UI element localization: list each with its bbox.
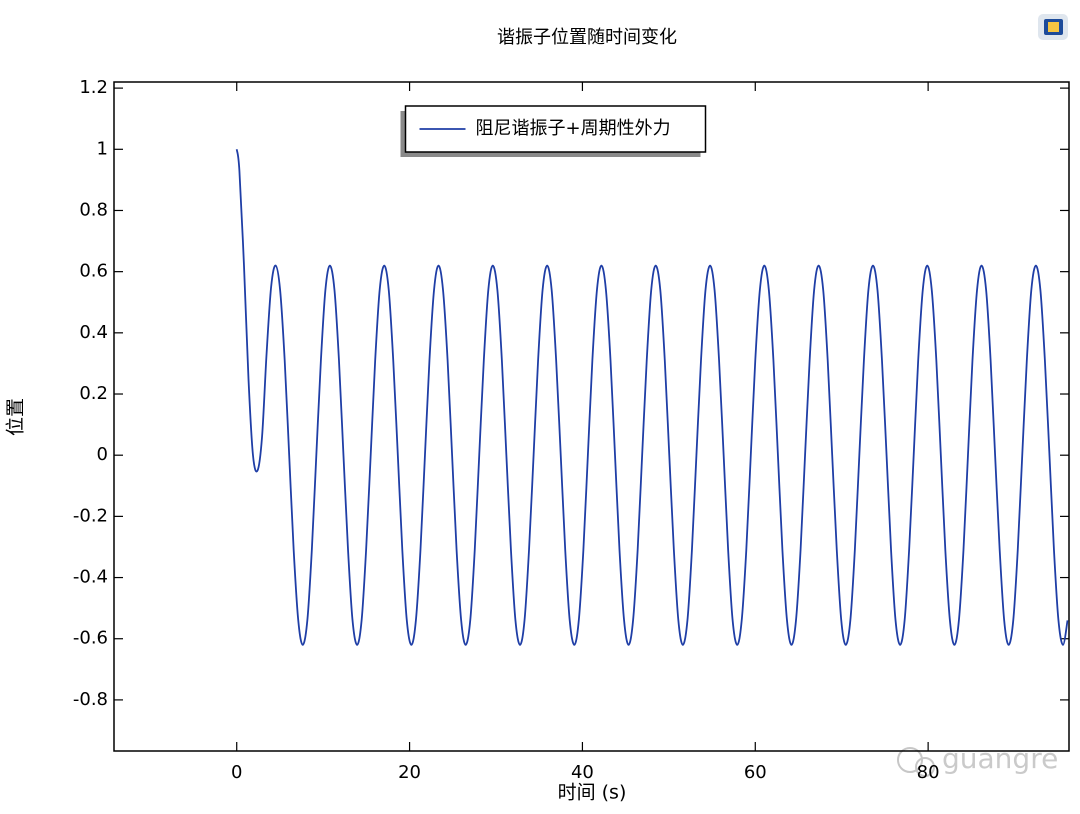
y-tick-label: -0.6 bbox=[73, 628, 108, 649]
y-tick-label: 0.4 bbox=[79, 322, 108, 343]
legend-label: 阻尼谐振子+周期性外力 bbox=[476, 118, 671, 139]
y-tick-label: -0.2 bbox=[73, 505, 108, 526]
x-tick-label: 40 bbox=[571, 762, 594, 783]
watermark-icon bbox=[897, 747, 923, 773]
y-tick-label: -0.8 bbox=[73, 689, 108, 710]
x-tick-label: 80 bbox=[917, 762, 940, 783]
y-tick-label: 1.2 bbox=[79, 77, 108, 98]
x-tick-label: 60 bbox=[744, 762, 767, 783]
logo-center bbox=[1048, 22, 1059, 32]
logo bbox=[1038, 14, 1068, 40]
x-tick-label: 0 bbox=[231, 762, 242, 783]
chart-title: 谐振子位置随时间变化 bbox=[497, 27, 677, 48]
y-tick-label: 1 bbox=[97, 138, 108, 159]
y-tick-label: 0 bbox=[97, 444, 108, 465]
y-tick-label: 0.6 bbox=[79, 261, 108, 282]
x-tick-label: 20 bbox=[398, 762, 421, 783]
y-tick-label: 0.2 bbox=[79, 383, 108, 404]
x-axis-label: 时间 (s) bbox=[558, 782, 627, 804]
watermark-text: guangre bbox=[942, 742, 1058, 775]
plot-frame bbox=[113, 81, 1070, 752]
line-series bbox=[235, 149, 1069, 646]
y-tick-label: -0.4 bbox=[73, 567, 108, 588]
y-axis-label: 位置 bbox=[5, 398, 27, 436]
watermark: guangre bbox=[897, 742, 1058, 777]
y-tick-label: 0.8 bbox=[79, 199, 108, 220]
watermark-icon bbox=[915, 757, 935, 777]
